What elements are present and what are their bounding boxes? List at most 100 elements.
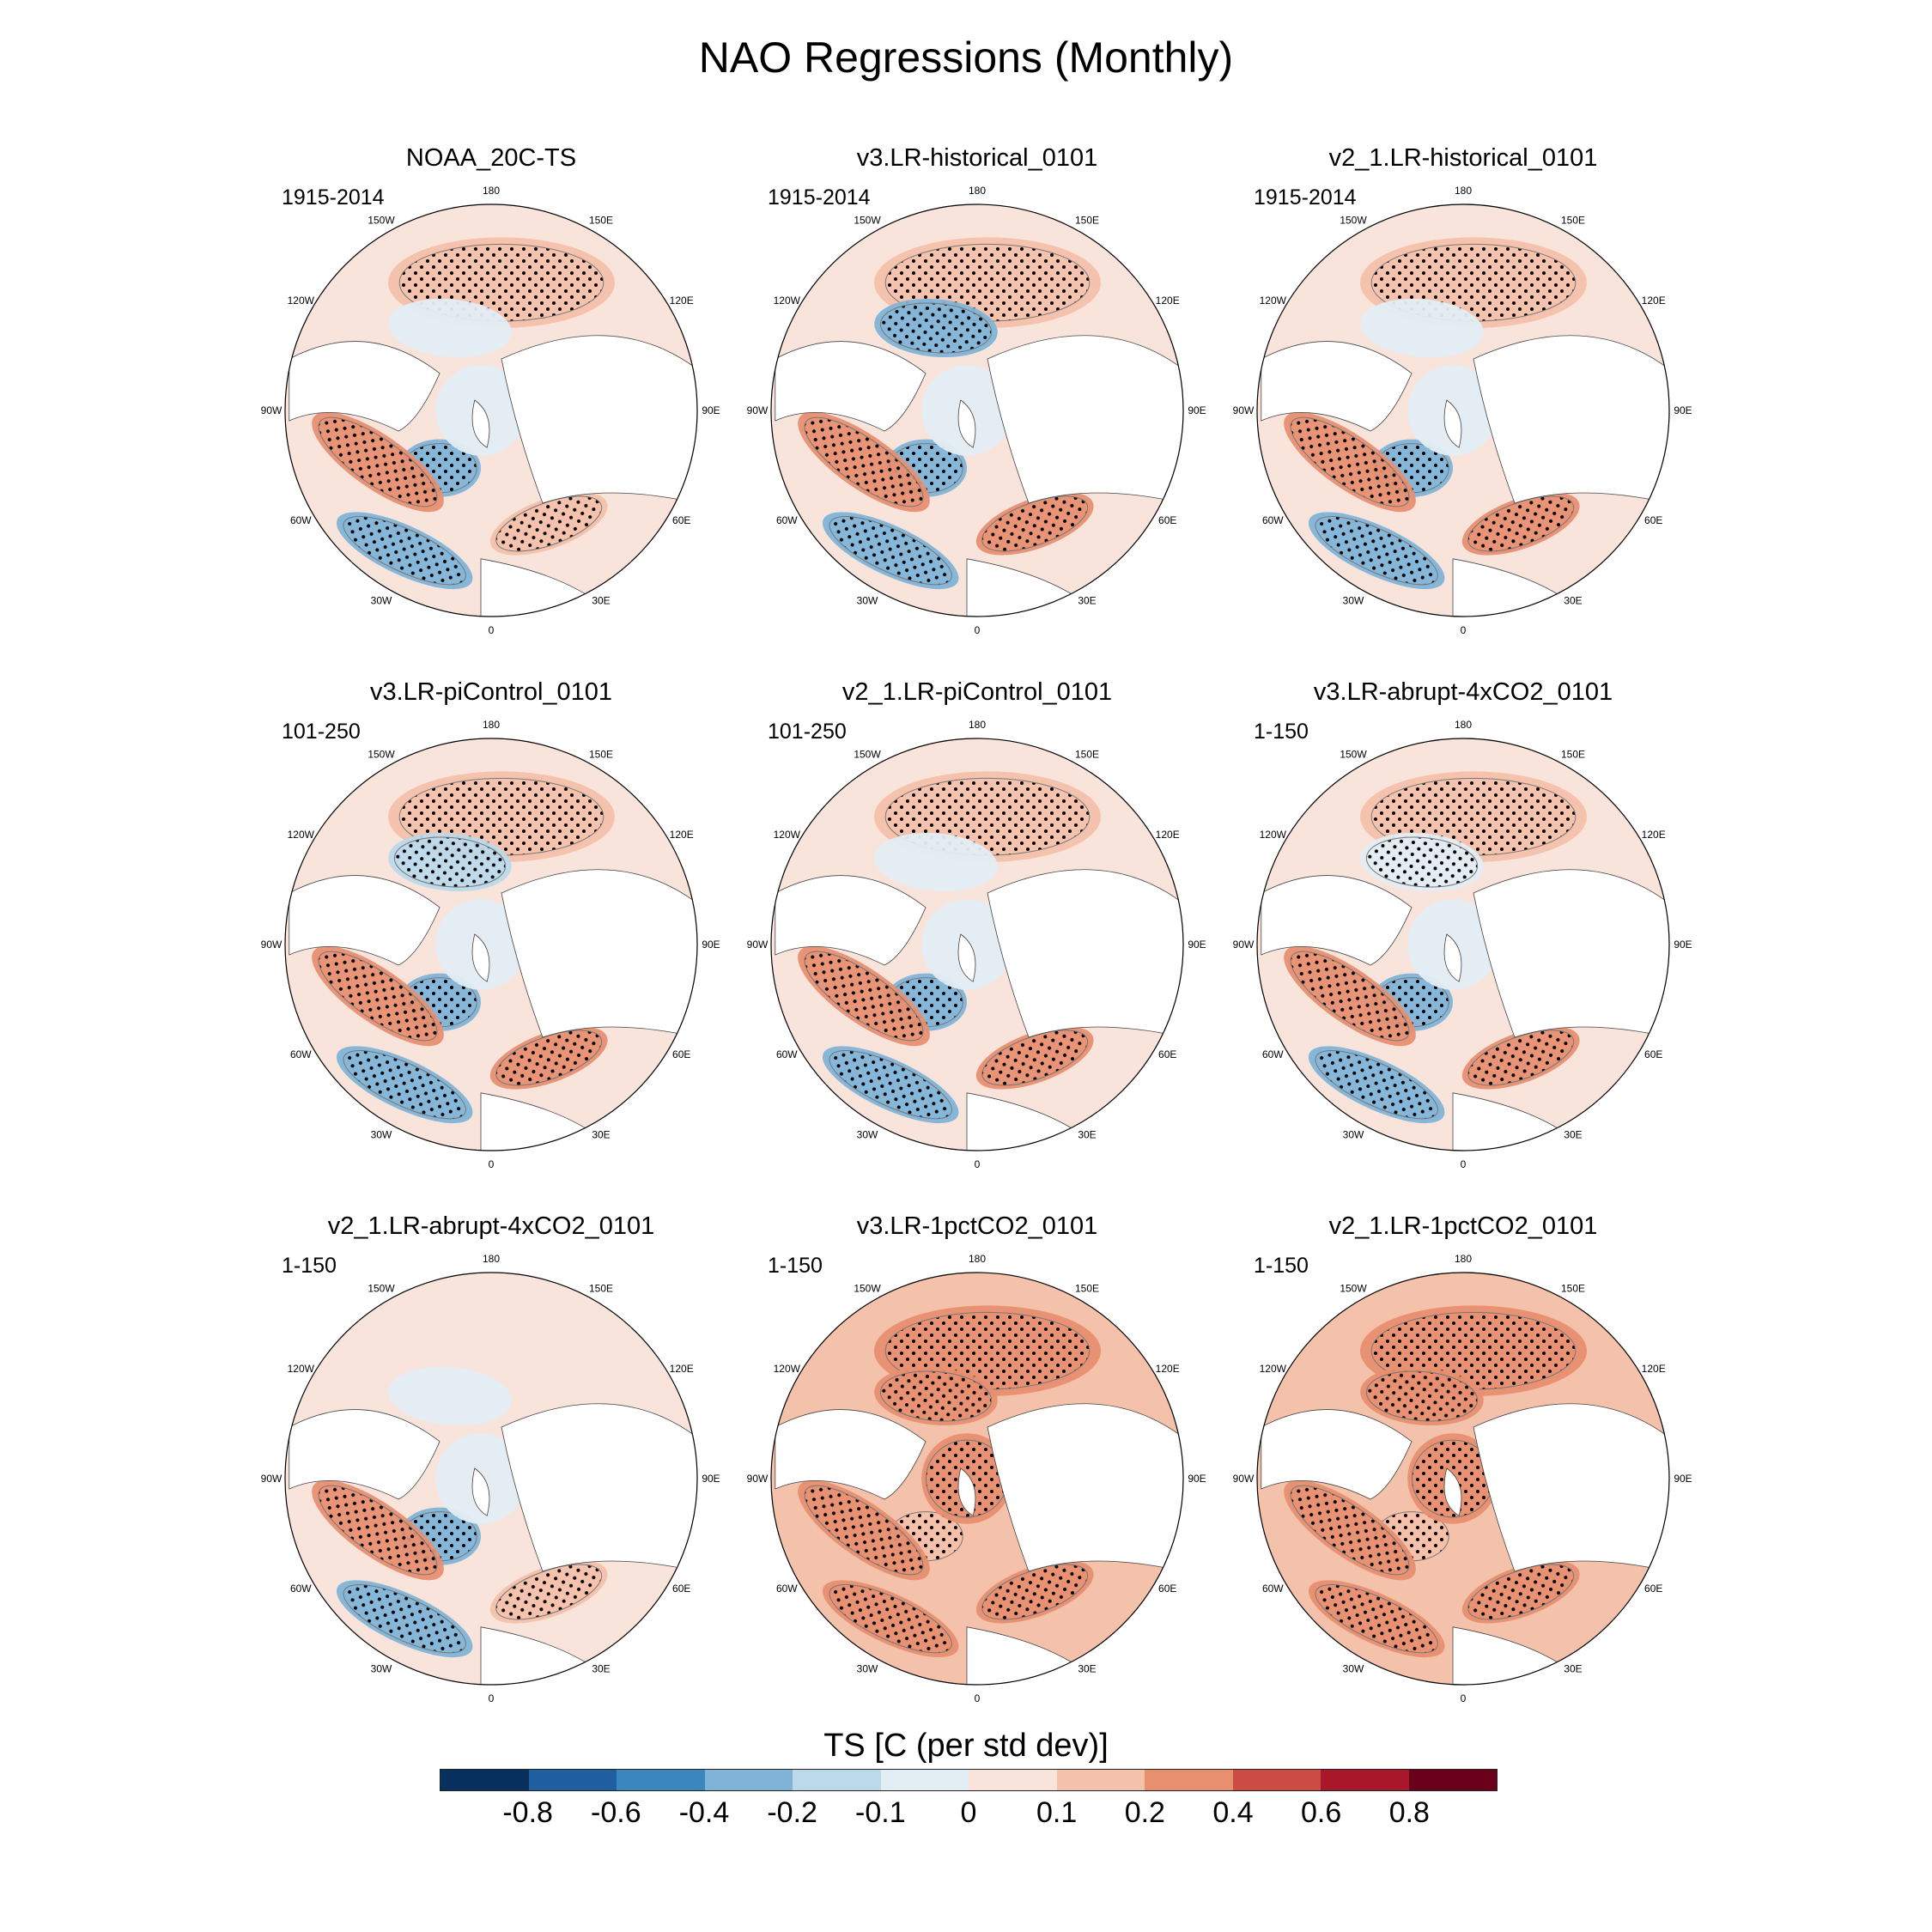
longitude-label: 120W <box>288 1363 315 1375</box>
longitude-label: 90W <box>1233 939 1255 951</box>
significance-stippling <box>1467 495 1575 552</box>
map-field <box>1257 204 1669 617</box>
eurasia-land <box>987 1403 1183 1572</box>
colorbar-bin <box>1321 1770 1409 1790</box>
longitude-label: 30E <box>592 1663 610 1675</box>
colorbar-tick-label: -0.6 <box>591 1796 641 1829</box>
longitude-label: 60E <box>672 514 690 526</box>
longitude-label: 150E <box>1561 748 1585 760</box>
panel-title: v3.LR-historical_0101 <box>856 144 1098 172</box>
north-america-land <box>289 341 440 432</box>
longitude-label: 30W <box>857 1129 878 1141</box>
colorbar-bin <box>440 1770 529 1790</box>
colorbar-tick-labels: -0.8 -0.6 -0.4 -0.2 -0.1 0 0.1 0.2 0.4 0.6 0.8 <box>0 1791 1932 1834</box>
significance-stippling <box>343 1584 466 1654</box>
eurasia-land <box>987 869 1183 1038</box>
longitude-label: 120W <box>774 295 801 307</box>
longitude-label: 180 <box>969 1253 986 1265</box>
longitude-label: 60W <box>776 514 798 526</box>
longitude-label: 30W <box>857 595 878 607</box>
greenland-land <box>1443 1467 1462 1516</box>
longitude-label: 60W <box>1262 1048 1284 1060</box>
significance-stippling <box>495 495 603 552</box>
significance-stippling <box>981 495 1089 552</box>
longitude-label: 120W <box>1260 1363 1287 1375</box>
north-america-land <box>1261 1409 1413 1500</box>
longitude-label: 30W <box>857 1663 878 1675</box>
significance-stippling <box>318 416 438 507</box>
polar-map: 180 150E 120E 90E 60E 30E 0 30W 60W 90W 120W 150W <box>261 185 720 636</box>
colorbar-tick-label: 0.4 <box>1212 1796 1254 1829</box>
panel-title: NOAA_20C-TS <box>405 144 577 172</box>
longitude-label: 120E <box>670 295 694 307</box>
significance-stippling <box>1365 836 1479 888</box>
eurasia-land <box>987 335 1183 504</box>
longitude-label: 180 <box>483 185 500 197</box>
longitude-label: 90W <box>261 939 283 951</box>
map-field <box>771 738 1183 1151</box>
longitude-label: 120E <box>670 829 694 841</box>
map-border <box>284 738 698 1151</box>
longitude-label: 90E <box>1674 1473 1692 1485</box>
longitude-label: 60W <box>776 1583 798 1595</box>
map-panel: NOAA_20C-TS 1915-2014 180 150E 120E 90E 60E 30E… <box>251 144 732 677</box>
longitude-label: 90E <box>1188 1473 1206 1485</box>
panel-period-label: 101-250 <box>768 720 847 744</box>
panel-period-label: 1915-2014 <box>768 185 871 210</box>
longitude-label: 90W <box>261 1473 283 1485</box>
colorbar-title: TS [C (per std dev)] <box>823 1728 1109 1764</box>
longitude-label: 0 <box>1461 1692 1467 1704</box>
longitude-label: 120W <box>774 829 801 841</box>
map-field <box>771 1273 1183 1685</box>
longitude-label: 120E <box>670 1363 694 1375</box>
significance-stippling <box>1290 1485 1410 1576</box>
longitude-label: 30E <box>1564 1129 1582 1141</box>
map-panel: v2_1.LR-1pctCO2_0101 1-150 180 150E 120E 90E 6… <box>1223 1212 1704 1745</box>
significance-stippling <box>343 516 466 586</box>
significance-stippling <box>393 836 507 888</box>
panel-title: v3.LR-piControl_0101 <box>369 678 613 706</box>
longitude-label: 60E <box>672 1048 690 1060</box>
colorbar-bin <box>528 1770 617 1790</box>
longitude-label: 60E <box>672 1583 690 1595</box>
significance-stippling <box>495 1030 603 1086</box>
north-america-land <box>1261 875 1413 966</box>
longitude-label: 90E <box>1188 404 1206 416</box>
longitude-label: 180 <box>969 185 986 197</box>
longitude-label: 90W <box>747 939 769 951</box>
longitude-label: 60W <box>290 1048 312 1060</box>
significance-stippling <box>879 1370 993 1422</box>
colorbar-bin <box>880 1770 969 1790</box>
longitude-label: 60W <box>1262 514 1284 526</box>
longitude-label: 120E <box>1156 829 1180 841</box>
colorbar-bin <box>1056 1770 1145 1790</box>
longitude-label: 120E <box>1642 1363 1666 1375</box>
colorbar-bin <box>793 1770 881 1790</box>
longitude-label: 30W <box>371 595 392 607</box>
significance-stippling <box>829 516 952 586</box>
colorbar-tick-label: 0.2 <box>1124 1796 1165 1829</box>
eurasia-land <box>501 869 697 1038</box>
map-border <box>284 204 698 617</box>
significance-stippling <box>1315 1584 1438 1654</box>
longitude-label: 90W <box>747 1473 769 1485</box>
figure-title: NAO Regressions (Monthly) <box>698 33 1234 82</box>
longitude-label: 30W <box>371 1129 392 1141</box>
colorbar-tick-label: -0.2 <box>767 1796 817 1829</box>
longitude-label: 30E <box>592 595 610 607</box>
anomaly-region-aleut <box>1360 298 1484 358</box>
longitude-label: 150W <box>854 214 881 226</box>
map-border <box>1256 1272 1670 1686</box>
map-panel: v2_1.LR-historical_0101 1915-2014 180 150E 1… <box>1223 144 1704 677</box>
significance-stippling <box>1467 1030 1575 1086</box>
longitude-label: 150W <box>1340 1282 1367 1294</box>
longitude-label: 0 <box>489 1692 495 1704</box>
panel-title: v2_1.LR-abrupt-4xCO2_0101 <box>327 1212 655 1240</box>
longitude-label: 0 <box>975 1692 981 1704</box>
longitude-label: 150E <box>1075 214 1099 226</box>
significance-stippling <box>981 1030 1089 1086</box>
colorbar <box>440 1769 1498 1791</box>
greenland-land <box>471 399 490 448</box>
longitude-label: 30E <box>1078 1129 1096 1141</box>
longitude-label: 90E <box>702 939 720 951</box>
